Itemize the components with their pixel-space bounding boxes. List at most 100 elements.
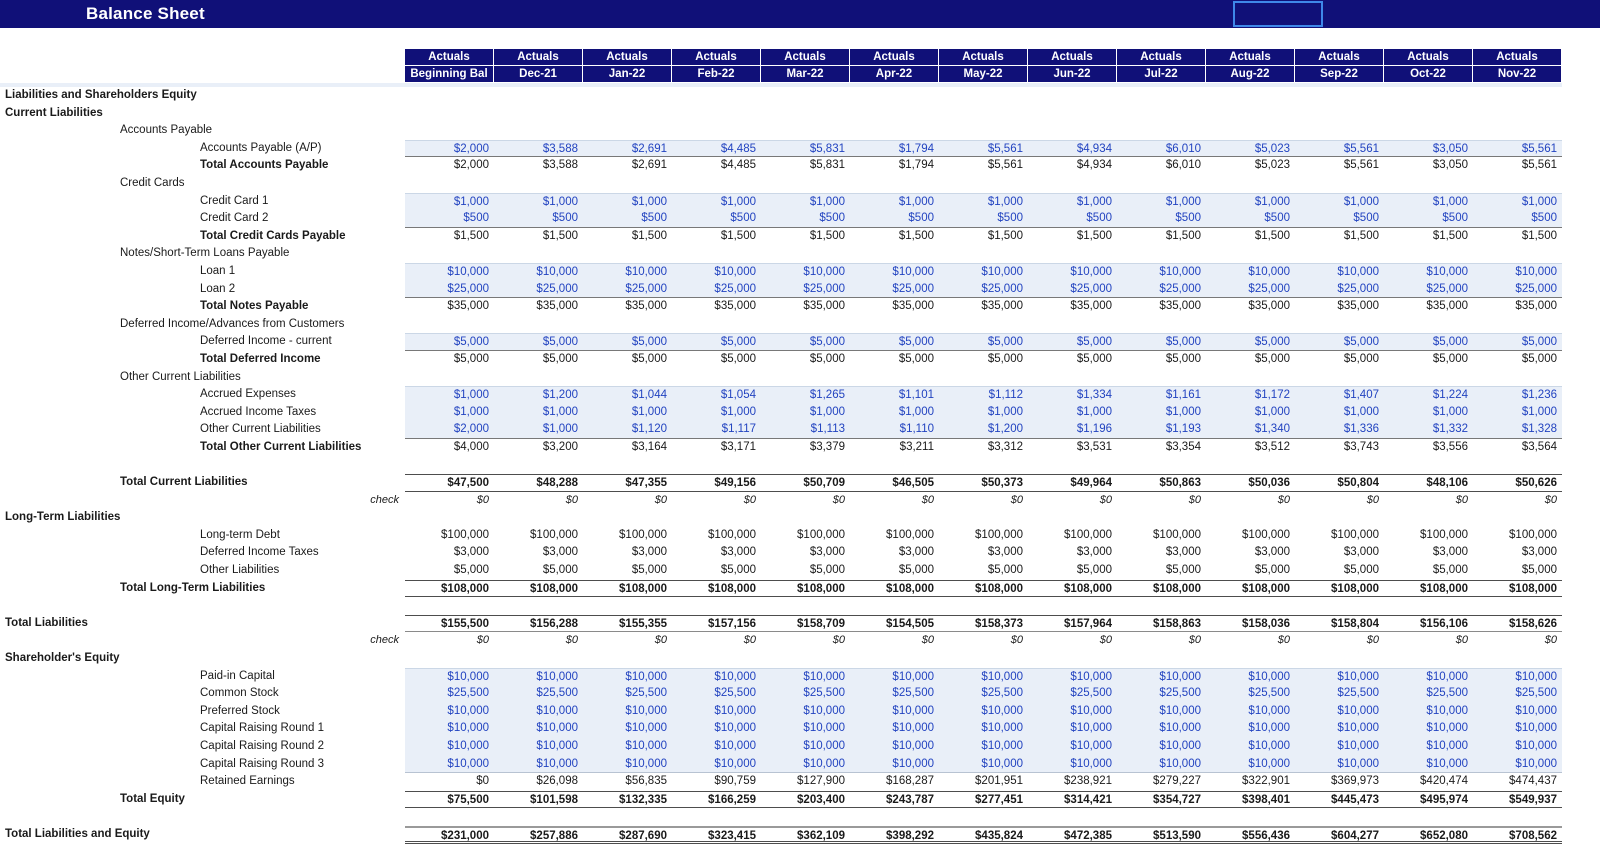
header-actuals-cell[interactable]: Actuals <box>1295 49 1384 66</box>
data-cell[interactable]: $3,000 <box>720 546 756 559</box>
data-cell[interactable]: $10,000 <box>1426 704 1468 717</box>
data-cell[interactable]: $100,000 <box>1420 528 1468 541</box>
data-cell[interactable]: $10,000 <box>1070 670 1112 683</box>
data-cell[interactable]: $25,500 <box>536 687 578 700</box>
data-cell[interactable]: $158,804 <box>1331 617 1379 630</box>
data-cell[interactable]: $50,036 <box>1248 477 1290 490</box>
data-cell[interactable]: $500 <box>1175 212 1201 225</box>
header-month-dec-21[interactable]: Dec-21 <box>494 66 583 83</box>
data-cell[interactable]: $354,727 <box>1153 793 1201 806</box>
data-cell[interactable]: $5,000 <box>1432 336 1468 349</box>
data-cell[interactable]: $0 <box>1277 634 1290 647</box>
data-cell[interactable]: $157,156 <box>708 617 756 630</box>
data-cell[interactable]: $35,000 <box>1159 300 1201 313</box>
data-cell[interactable]: $5,561 <box>1343 142 1379 155</box>
data-cell[interactable]: $5,000 <box>1432 564 1468 577</box>
data-cell[interactable]: $25,000 <box>625 282 667 295</box>
data-cell[interactable]: $0 <box>832 634 845 647</box>
data-cell[interactable]: $10,000 <box>1426 722 1468 735</box>
data-cell[interactable]: $1,044 <box>631 389 667 402</box>
header-actuals-cell[interactable]: Actuals <box>761 49 850 66</box>
data-cell[interactable]: $1,500 <box>898 229 934 242</box>
data-cell[interactable]: $10,000 <box>625 739 667 752</box>
data-cell[interactable]: $10,000 <box>714 757 756 770</box>
data-cell[interactable]: $5,000 <box>720 352 756 365</box>
data-cell[interactable]: $1,407 <box>1343 389 1379 402</box>
data-cell[interactable]: $3,312 <box>987 440 1023 453</box>
header-month-may-22[interactable]: May-22 <box>939 66 1028 83</box>
data-cell[interactable]: $25,500 <box>447 687 489 700</box>
data-cell[interactable]: $10,000 <box>536 265 578 278</box>
data-cell[interactable]: $3,050 <box>1432 142 1468 155</box>
header-actuals-cell[interactable]: Actuals <box>672 49 761 66</box>
data-cell[interactable]: $5,000 <box>1343 336 1379 349</box>
data-cell[interactable]: $108,000 <box>441 582 489 595</box>
data-cell[interactable]: $1,500 <box>1076 229 1112 242</box>
data-cell[interactable]: $5,000 <box>1343 564 1379 577</box>
data-cell[interactable]: $322,901 <box>1242 775 1290 788</box>
data-cell[interactable]: $513,590 <box>1153 829 1201 841</box>
data-cell[interactable]: $25,000 <box>981 282 1023 295</box>
data-cell[interactable]: $35,000 <box>803 300 845 313</box>
data-cell[interactable]: $5,000 <box>1165 352 1201 365</box>
data-cell[interactable]: $10,000 <box>536 739 578 752</box>
data-cell[interactable]: $25,000 <box>447 282 489 295</box>
data-cell[interactable]: $1,000 <box>1076 405 1112 418</box>
data-cell[interactable]: $1,000 <box>720 405 756 418</box>
data-cell[interactable]: $35,000 <box>447 300 489 313</box>
data-cell[interactable]: $1,265 <box>809 389 845 402</box>
data-cell[interactable]: $100,000 <box>619 528 667 541</box>
data-cell[interactable]: $47,500 <box>447 477 489 490</box>
data-cell[interactable]: $5,000 <box>987 336 1023 349</box>
data-cell[interactable]: $1,000 <box>453 195 489 208</box>
data-cell[interactable]: $25,000 <box>1337 282 1379 295</box>
data-cell[interactable]: $472,385 <box>1064 829 1112 841</box>
data-cell[interactable]: $1,000 <box>542 195 578 208</box>
data-cell[interactable]: $108,000 <box>530 582 578 595</box>
data-cell[interactable]: $2,691 <box>631 142 667 155</box>
data-cell[interactable]: $50,804 <box>1337 477 1379 490</box>
data-cell[interactable]: $5,000 <box>631 564 667 577</box>
data-cell[interactable]: $1,794 <box>898 159 934 172</box>
header-actuals-cell[interactable]: Actuals <box>939 49 1028 66</box>
data-cell[interactable]: $10,000 <box>981 757 1023 770</box>
selected-cell-outline[interactable] <box>1233 1 1323 27</box>
data-cell[interactable]: $10,000 <box>447 670 489 683</box>
data-cell[interactable]: $10,000 <box>981 670 1023 683</box>
data-cell[interactable]: $158,863 <box>1153 617 1201 630</box>
data-cell[interactable]: $75,500 <box>447 793 489 806</box>
data-cell[interactable]: $1,000 <box>1076 195 1112 208</box>
data-cell[interactable]: $10,000 <box>1426 757 1468 770</box>
data-cell[interactable]: $5,000 <box>453 352 489 365</box>
data-cell[interactable]: $0 <box>1455 634 1468 647</box>
data-cell[interactable]: $1,000 <box>898 195 934 208</box>
data-cell[interactable]: $10,000 <box>892 704 934 717</box>
data-cell[interactable]: $500 <box>1442 212 1468 225</box>
data-cell[interactable]: $420,474 <box>1420 775 1468 788</box>
data-cell[interactable]: $10,000 <box>536 670 578 683</box>
data-cell[interactable]: $3,000 <box>1521 546 1557 559</box>
data-cell[interactable]: $3,556 <box>1432 440 1468 453</box>
data-cell[interactable]: $5,831 <box>809 142 845 155</box>
data-cell[interactable]: $1,500 <box>1521 229 1557 242</box>
header-actuals-cell[interactable]: Actuals <box>583 49 672 66</box>
data-cell[interactable]: $10,000 <box>1248 739 1290 752</box>
data-cell[interactable]: $10,000 <box>803 757 845 770</box>
data-cell[interactable]: $3,531 <box>1076 440 1112 453</box>
data-cell[interactable]: $1,000 <box>453 405 489 418</box>
data-cell[interactable]: $100,000 <box>708 528 756 541</box>
data-cell[interactable]: $158,709 <box>797 617 845 630</box>
data-cell[interactable]: $158,626 <box>1509 617 1557 630</box>
data-cell[interactable]: $3,000 <box>1254 546 1290 559</box>
data-cell[interactable]: $5,000 <box>809 336 845 349</box>
data-cell[interactable]: $25,500 <box>1070 687 1112 700</box>
data-cell[interactable]: $708,562 <box>1509 829 1557 841</box>
data-cell[interactable]: $5,000 <box>898 352 934 365</box>
data-cell[interactable]: $10,000 <box>625 265 667 278</box>
data-cell[interactable]: $5,000 <box>1254 564 1290 577</box>
data-cell[interactable]: $10,000 <box>1248 265 1290 278</box>
data-cell[interactable]: $10,000 <box>714 670 756 683</box>
data-cell[interactable]: $10,000 <box>1337 265 1379 278</box>
data-cell[interactable]: $56,835 <box>625 775 667 788</box>
data-cell[interactable]: $201,951 <box>975 775 1023 788</box>
